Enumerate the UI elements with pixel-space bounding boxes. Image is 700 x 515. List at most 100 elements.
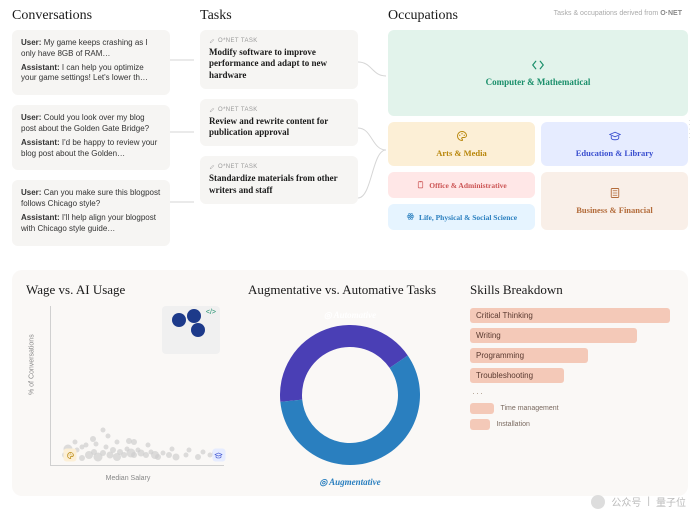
conversations-title: Conversations (12, 8, 170, 24)
scatter-point (131, 452, 137, 458)
scatter-point (100, 427, 105, 432)
top-section: Conversations User: My game keeps crashi… (0, 0, 700, 256)
skill-row-small: Time management (470, 403, 674, 414)
scatter-point (106, 433, 111, 438)
derived-prefix: Tasks & occupations derived from (554, 10, 661, 17)
conversations-column: Conversations User: My game keeps crashi… (12, 8, 170, 256)
scatter-badge (212, 449, 225, 462)
user-text: Can you make sure this blogpost follows … (21, 188, 160, 208)
skill-bar: Troubleshooting (470, 368, 564, 383)
user-label: User: (21, 113, 41, 122)
inset-point (187, 309, 201, 323)
scatter-title: Wage vs. AI Usage (26, 282, 230, 298)
user-label: User: (21, 38, 41, 47)
task-title: Review and rewrite content for publicati… (209, 116, 349, 139)
conversation-card: User: My game keeps crashing as I only h… (12, 30, 170, 95)
wechat-icon (591, 495, 605, 509)
connector-conv-task (168, 40, 198, 250)
skills-title: Skills Breakdown (470, 282, 674, 298)
assistant-label: Assistant: (21, 63, 60, 72)
skill-label: Time management (500, 405, 558, 412)
bottom-panel: Wage vs. AI Usage % of Conversations Med… (12, 270, 688, 496)
occupation-label: Arts & Media (436, 148, 487, 158)
skill-bar-small (470, 403, 494, 414)
watermark: 公众号 | 量子位 (591, 494, 686, 509)
scatter-point (166, 452, 172, 458)
occupation-label: Business & Financial (576, 205, 653, 215)
task-card: O*NET TASK Review and rewrite content for… (200, 99, 358, 147)
scatter-point (100, 450, 106, 456)
scatter-point (131, 439, 137, 445)
donut-title: Augmentative vs. Automative Tasks (248, 282, 452, 298)
occupation-label: Life, Physical & Social Science (419, 213, 517, 222)
skill-bar: Critical Thinking (470, 308, 670, 323)
code-icon (532, 59, 544, 73)
task-card: O*NET TASK Standardize materials from oth… (200, 156, 358, 204)
conversation-card: User: Can you make sure this blogpost fo… (12, 180, 170, 245)
task-tag: O*NET TASK (209, 164, 349, 170)
task-card: O*NET TASK Modify software to improve per… (200, 30, 358, 89)
task-title: Modify software to improve performance a… (209, 47, 349, 81)
skill-bar: Writing (470, 328, 637, 343)
skill-row-small: Installation (470, 419, 674, 430)
donut-chart (280, 325, 420, 465)
task-tag: O*NET TASK (209, 107, 349, 113)
watermark-left: 公众号 (611, 494, 641, 509)
user-text: Could you look over my blog post about t… (21, 113, 149, 133)
scatter-wrap: % of Conversations Median Salary </> (26, 306, 230, 484)
scatter-ylabel: % of Conversations (29, 334, 36, 395)
conversation-card: User: Could you look over my blog post a… (12, 105, 170, 170)
scatter-point (93, 441, 98, 446)
inset-point (191, 323, 205, 337)
occupation-card-edu: Education & Library (541, 122, 688, 166)
user-label: User: (21, 188, 41, 197)
scatter-point (187, 448, 192, 453)
skills-panel: Skills Breakdown Critical Thinking Writin… (470, 282, 674, 484)
task-title: Standardize materials from other writers… (209, 173, 349, 196)
clip-icon (416, 180, 425, 191)
derived-source: O·NET (660, 10, 682, 17)
donut-label-augmentative: ◎ Augmentative (319, 477, 380, 488)
scatter-plot: </> (50, 306, 224, 466)
code-icon: </> (206, 309, 216, 316)
occupations-more-icon: ····· (686, 119, 693, 141)
occupation-card-arts: Arts & Media (388, 122, 535, 166)
occupation-label: Computer & Mathematical (486, 77, 591, 87)
inset-point (172, 313, 186, 327)
donut-panel: Augmentative vs. Automative Tasks ◎ Auto… (248, 282, 452, 484)
scatter-point (145, 443, 150, 448)
scatter-badge (64, 449, 77, 462)
occupation-card-life: Life, Physical & Social Science (388, 204, 535, 230)
derived-note: Tasks & occupations derived from O·NET (554, 10, 682, 17)
atom-icon (406, 212, 415, 223)
scatter-point (80, 445, 85, 450)
occupation-label: Office & Administrative (429, 181, 506, 190)
palette-icon (456, 130, 468, 144)
watermark-sep: | (647, 496, 650, 507)
calc-icon (609, 187, 621, 201)
scatter-xlabel: Median Salary (106, 475, 151, 482)
skills-list: Critical Thinking Writing Programming Troub… (470, 308, 674, 430)
scatter-point (201, 449, 206, 454)
scatter-panel: Wage vs. AI Usage % of Conversations Med… (26, 282, 230, 484)
scatter-inset: </> (162, 306, 220, 354)
assistant-label: Assistant: (21, 213, 60, 222)
scatter-point (170, 446, 175, 451)
scatter-point (73, 440, 78, 445)
occupation-label: Education & Library (576, 148, 653, 158)
occupations-column: Occupations ····· Computer & Mathematica… (388, 8, 688, 256)
task-tag: O*NET TASK (209, 38, 349, 44)
skill-bar-small (470, 419, 490, 430)
grad-icon (609, 130, 621, 144)
scatter-point (195, 454, 201, 460)
occupation-card-biz: Business & Financial (541, 172, 688, 230)
donut-label-automative: ◎ Automative (324, 310, 376, 321)
connector-task-occ (356, 40, 390, 250)
skill-bar: Programming (470, 348, 588, 363)
tasks-column: Tasks O*NET TASK Modify software to impro… (200, 8, 358, 256)
tasks-title: Tasks (200, 8, 358, 24)
skill-label: Installation (496, 421, 529, 428)
occupation-card-office: Office & Administrative (388, 172, 535, 198)
scatter-point (183, 453, 188, 458)
skill-ellipsis: ··· (470, 388, 674, 398)
